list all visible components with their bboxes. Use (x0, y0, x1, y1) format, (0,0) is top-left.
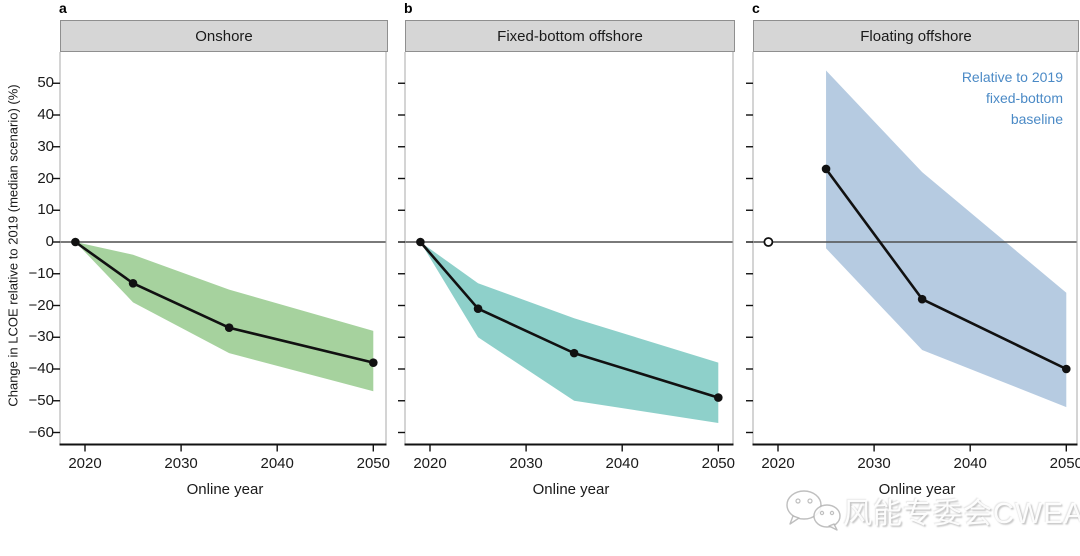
x-tick-label: 2050 (1049, 455, 1080, 472)
y-tick-label: 40 (37, 106, 54, 123)
panel-header-fixed-bottom: Fixed-bottom offshore (405, 20, 735, 52)
median-point-a-2025 (128, 278, 138, 288)
percentile-band-c (826, 70, 1067, 408)
x-tick-label: 2050 (701, 455, 735, 472)
y-tick-label: 10 (37, 201, 54, 219)
y-tick-label: 50 (37, 74, 54, 92)
median-point-b-2050 (714, 393, 723, 402)
x-tick-label: 2040 (260, 455, 294, 472)
x-tick-label: 2050 (356, 455, 390, 472)
y-tick-label: −30 (28, 328, 54, 346)
x-tick-label: 2030 (509, 455, 543, 472)
annotation-line-3: baseline (1010, 111, 1063, 127)
watermark-text: 风能专委会CWEA (843, 498, 1080, 530)
watermark: 风能专委会CWEA (783, 484, 1080, 534)
panel-letter-a: a (59, 0, 67, 16)
median-point-a-2035 (224, 323, 234, 333)
percentile-band-a (75, 242, 374, 392)
median-point-c-2035 (917, 294, 927, 304)
y-tick-label: 0 (45, 233, 54, 250)
x-tick-label: 2020 (413, 455, 447, 472)
open-median-point-c-2019 (763, 237, 774, 247)
panel-letter-b: b (404, 0, 413, 16)
median-line-b (419, 241, 719, 399)
y-tick-label: −60 (28, 423, 54, 441)
x-tick-label: 2040 (953, 455, 987, 472)
wechat-logo-icon (786, 490, 841, 531)
median-point-b-2019 (416, 237, 425, 247)
x-axis-title-a: Online year (186, 481, 264, 498)
percentile-band-b (420, 242, 719, 423)
panel-header-onshore: Onshore (60, 20, 388, 52)
median-point-c-2050 (1062, 364, 1071, 374)
baseline-annotation: Relative to 2019 fixed-bottom baseline (962, 67, 1063, 130)
median-point-b-2025 (473, 304, 483, 313)
annotation-line-1: Relative to 2019 (961, 69, 1063, 85)
y-tick-label: 30 (37, 137, 54, 155)
panel-letter-c: c (752, 0, 760, 16)
x-axis-title-b: Online year (532, 481, 610, 498)
y-tick-label: −50 (28, 391, 54, 409)
annotation-line-2: fixed-bottom (985, 90, 1063, 106)
x-tick-label: 2030 (164, 455, 198, 472)
x-tick-label: 2030 (857, 455, 891, 472)
median-point-c-2025 (821, 164, 831, 174)
x-tick-label: 2020 (761, 455, 795, 472)
median-point-b-2035 (569, 348, 579, 358)
median-line-a (74, 240, 374, 364)
y-tick-label: −10 (28, 264, 54, 282)
panel-header-floating: Floating offshore (753, 20, 1079, 52)
y-tick-label: −40 (28, 360, 54, 377)
x-axis-title-c: Online year (878, 481, 956, 498)
median-point-a-2050 (369, 358, 378, 367)
y-tick-label: −20 (28, 296, 54, 314)
y-tick-label: 20 (37, 169, 54, 187)
median-point-a-2019 (71, 237, 80, 247)
x-tick-label: 2020 (68, 455, 102, 472)
x-tick-label: 2040 (605, 455, 639, 472)
